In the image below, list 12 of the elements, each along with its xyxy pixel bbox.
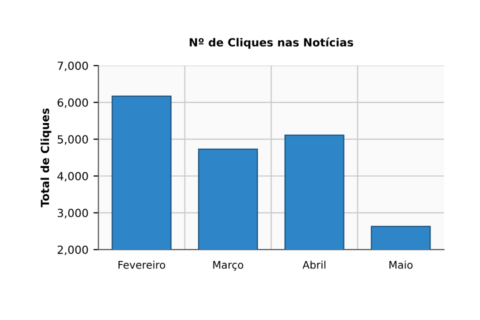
y-tick-label: 2,000 xyxy=(58,246,88,256)
y-tick-label: 7,000 xyxy=(58,62,88,72)
chart-title: Nº de Cliques nas Notícias xyxy=(190,38,354,49)
y-tick-label: 4,000 xyxy=(57,172,88,182)
x-tick-label: Março xyxy=(213,261,244,271)
y-tick-label: 5,000 xyxy=(58,135,88,145)
x-tick-label: Abril xyxy=(302,260,326,269)
y-tick-label: 3,000 xyxy=(58,208,88,218)
x-tick-label: Fevereiro xyxy=(118,260,166,269)
x-tick-label: Maio xyxy=(390,260,413,269)
y-axis-title: Total de Cliques xyxy=(40,108,52,208)
y-tick-label: 6,000 xyxy=(58,98,88,108)
